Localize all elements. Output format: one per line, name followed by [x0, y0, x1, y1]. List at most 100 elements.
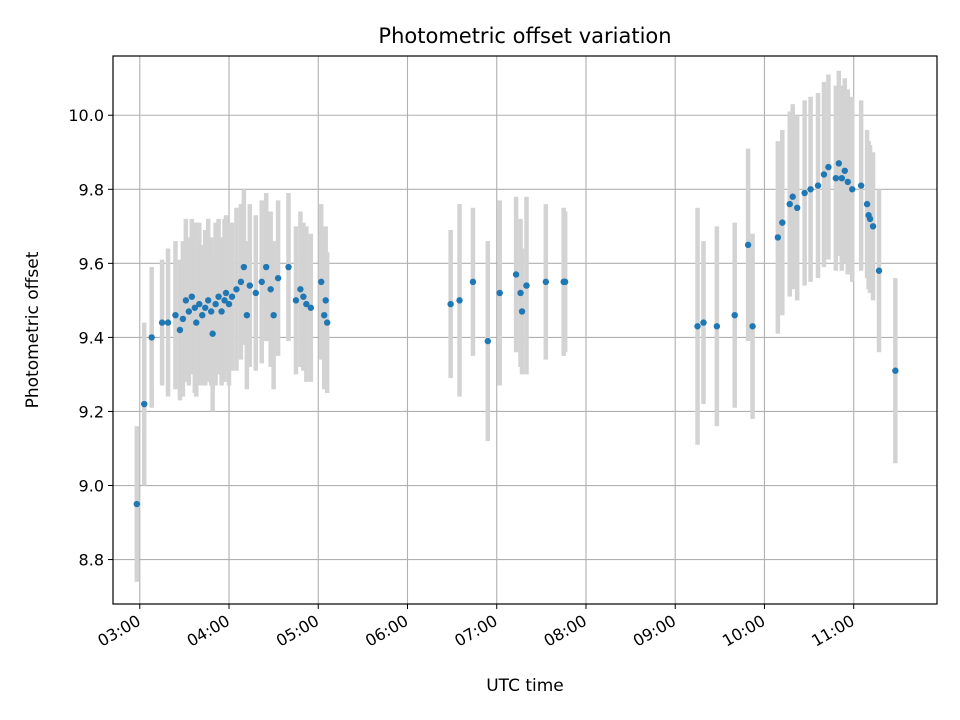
data-point [274, 274, 282, 282]
data-point [523, 282, 530, 289]
data-point [207, 308, 215, 315]
data-point [218, 308, 225, 315]
y-tick-label: 9.2 [79, 402, 104, 421]
data-point [779, 219, 786, 226]
data-point [225, 300, 233, 308]
data-point [820, 171, 828, 178]
data-point [267, 286, 274, 293]
data-point [228, 293, 236, 300]
data-point [484, 337, 492, 345]
data-point [838, 174, 846, 182]
data-point [188, 293, 196, 300]
data-point [318, 278, 325, 286]
data-point [841, 167, 848, 174]
data-point [774, 234, 782, 241]
data-point [303, 300, 310, 308]
data-point [542, 278, 550, 286]
data-point [321, 311, 328, 319]
data-point [814, 182, 822, 189]
data-point [456, 297, 463, 304]
y-tick-label: 10.0 [68, 106, 104, 125]
data-point [233, 286, 240, 293]
data-point [221, 297, 228, 304]
data-point [285, 263, 292, 271]
data-point [875, 267, 883, 274]
data-point [869, 223, 877, 230]
data-point [307, 304, 315, 311]
data-point [469, 278, 477, 286]
data-point [713, 323, 721, 330]
data-point [212, 300, 219, 308]
data-point [786, 200, 793, 208]
data-point [789, 193, 796, 200]
data-point [866, 215, 874, 223]
data-point [807, 186, 814, 193]
y-axis-ticks: 8.8 9.0 9.2 9.4 9.6 9.8 10.0 [68, 106, 113, 570]
data-point [209, 330, 216, 337]
y-tick-label: 9.8 [79, 180, 104, 199]
data-point [172, 311, 179, 319]
data-point [849, 186, 856, 193]
data-point [496, 289, 503, 297]
data-point [863, 200, 871, 208]
data-point [179, 315, 187, 323]
chart-title: Photometric offset variation [378, 24, 671, 48]
data-point [323, 319, 331, 326]
data-point [832, 174, 840, 182]
data-point [252, 289, 259, 297]
data-point [447, 300, 454, 308]
data-point [744, 241, 752, 249]
data-point [561, 278, 569, 286]
data-point [176, 326, 184, 334]
data-point [133, 500, 140, 508]
data-point [731, 311, 738, 319]
data-point [793, 204, 801, 212]
data-point [182, 297, 190, 304]
data-point [237, 278, 245, 286]
data-point [246, 282, 254, 289]
data-point [262, 263, 270, 271]
data-point [158, 319, 166, 326]
data-point [270, 311, 277, 319]
data-point [892, 367, 899, 374]
data-point [300, 293, 307, 300]
y-tick-label: 8.8 [79, 551, 104, 570]
data-point [204, 297, 212, 304]
data-point [222, 289, 230, 297]
data-point [164, 319, 172, 326]
data-point [258, 278, 265, 286]
x-axis-label: UTC time [486, 676, 564, 696]
data-point [857, 182, 865, 189]
data-point [700, 319, 707, 326]
data-points [133, 160, 899, 508]
data-point [801, 189, 808, 197]
data-point [292, 297, 300, 304]
data-point [322, 297, 329, 304]
data-point [517, 289, 524, 297]
data-point [844, 178, 851, 186]
data-point [185, 308, 193, 315]
y-tick-label: 9.6 [79, 254, 104, 273]
data-point [297, 286, 304, 293]
data-point [141, 400, 148, 408]
data-point [694, 323, 701, 330]
y-tick-label: 9.4 [79, 328, 104, 347]
data-point [825, 163, 832, 171]
data-point [749, 323, 756, 330]
data-point [835, 160, 843, 167]
y-tick-label: 9.0 [79, 477, 104, 496]
data-point [243, 311, 251, 319]
data-point [193, 319, 200, 326]
data-point [240, 263, 248, 271]
data-point [512, 271, 520, 278]
data-point [191, 304, 199, 311]
data-point [215, 293, 222, 300]
data-point [196, 300, 203, 308]
data-point [202, 304, 209, 311]
y-axis-label: Photometric offset [23, 251, 43, 408]
data-point [199, 311, 206, 319]
data-point [148, 334, 155, 341]
data-point [518, 308, 526, 315]
plot-frame [112, 55, 938, 605]
